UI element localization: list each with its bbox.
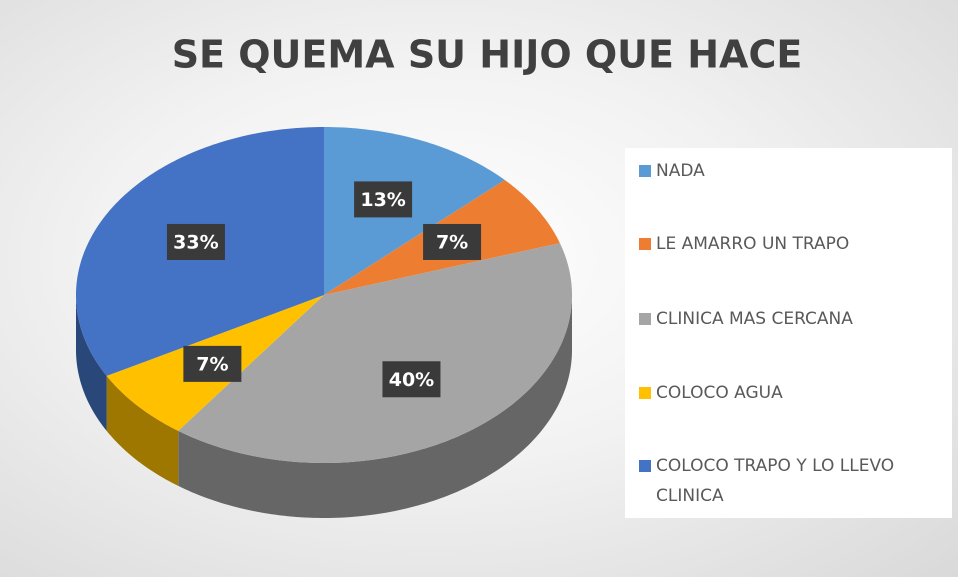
legend-swatch	[639, 238, 651, 250]
pie-side	[106, 375, 179, 486]
legend-label: NADA	[656, 161, 705, 181]
legend-item: CLINICA MAS CERCANA	[639, 304, 939, 334]
legend-item: COLOCO TRAPO Y LO LLEVO CLINICA	[639, 451, 939, 511]
data-label: 40%	[389, 369, 434, 391]
data-label: 7%	[196, 353, 228, 375]
legend-label: COLOCO TRAPO Y LO LLEVO CLINICA	[656, 456, 895, 506]
legend-swatch	[639, 460, 651, 472]
legend-swatch	[639, 387, 651, 399]
legend-label: COLOCO AGUA	[656, 383, 783, 403]
data-label: 7%	[436, 231, 468, 253]
legend-label: LE AMARRO UN TRAPO	[656, 234, 850, 254]
pie-side	[76, 295, 107, 431]
pie-slice	[324, 127, 505, 295]
legend: NADA LE AMARRO UN TRAPO CLINICA MAS CERCAN…	[625, 148, 952, 518]
data-label: 13%	[360, 189, 405, 211]
legend-swatch	[639, 313, 651, 325]
chart-title: SE QUEMA SU HIJO QUE HACE	[172, 33, 803, 77]
data-label-box	[354, 181, 413, 218]
legend-item: NADA	[639, 156, 939, 186]
data-label: 33%	[173, 231, 218, 253]
legend-item: LE AMARRO UN TRAPO	[639, 229, 939, 259]
legend-swatch	[639, 165, 651, 177]
legend-label: CLINICA MAS CERCANA	[656, 309, 853, 329]
pie-slice	[178, 243, 572, 463]
data-label-box	[166, 223, 225, 260]
pie-side	[178, 295, 573, 518]
data-label-box	[183, 345, 242, 382]
legend-item: COLOCO AGUA	[639, 378, 939, 408]
data-label-box	[382, 361, 441, 398]
data-label-box	[423, 223, 482, 260]
